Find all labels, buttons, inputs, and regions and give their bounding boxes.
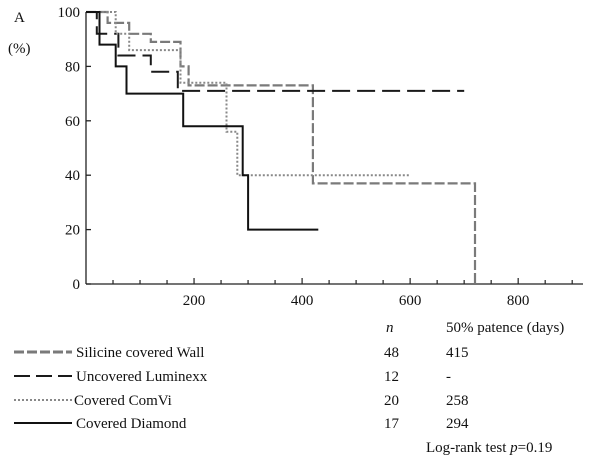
logrank-value: =0.19 xyxy=(518,440,553,456)
x-tick-label: 800 xyxy=(507,293,530,309)
legend: n 50% patence (days) Silicine covered Wa… xyxy=(14,320,564,456)
legend-patence-silicone: 415 xyxy=(446,345,469,361)
x-axis-ticks: 200 400 600 800 xyxy=(112,278,573,309)
y-unit-label: (%) xyxy=(8,41,31,57)
legend-label-silicone: Silicine covered Wall xyxy=(76,345,204,361)
panel-label: A xyxy=(14,10,25,26)
legend-n-header: n xyxy=(386,320,394,336)
logrank-prefix: Log-rank test xyxy=(426,440,510,456)
curve-covered-diamond xyxy=(86,11,319,231)
legend-n-silicone: 48 xyxy=(384,345,399,361)
legend-patence-header: 50% patence (days) xyxy=(446,320,564,336)
y-tick-label: 20 xyxy=(65,223,80,239)
y-tick-label: 100 xyxy=(58,5,81,21)
legend-label-diamond: Covered Diamond xyxy=(76,416,187,432)
legend-label-comvi: Covered ComVi xyxy=(74,393,172,409)
legend-n-diamond: 17 xyxy=(384,416,400,432)
y-tick-label: 80 xyxy=(65,59,80,75)
x-tick-label: 400 xyxy=(291,293,314,309)
curve-covered-comvi xyxy=(86,11,411,177)
logrank-p-symbol: p xyxy=(509,440,518,456)
x-tick-label: 600 xyxy=(399,293,422,309)
legend-label-uncovered: Uncovered Luminexx xyxy=(76,369,208,385)
survival-curves xyxy=(86,10,477,284)
y-tick-label: 0 xyxy=(73,277,81,293)
y-tick-label: 60 xyxy=(65,114,80,130)
x-tick-label: 200 xyxy=(183,293,206,309)
curve-silicone-covered-wall xyxy=(86,10,477,284)
y-axis-ticks: 0 20 40 60 80 100 xyxy=(58,5,91,293)
logrank-test: Log-rank test p=0.19 xyxy=(426,440,552,456)
legend-n-comvi: 20 xyxy=(384,393,399,409)
legend-patence-comvi: 258 xyxy=(446,393,469,409)
legend-patence-uncovered: - xyxy=(446,369,451,385)
legend-n-uncovered: 12 xyxy=(384,369,399,385)
curve-uncovered-luminexx xyxy=(86,11,465,92)
y-tick-label: 40 xyxy=(65,168,80,184)
legend-patence-diamond: 294 xyxy=(446,416,469,432)
